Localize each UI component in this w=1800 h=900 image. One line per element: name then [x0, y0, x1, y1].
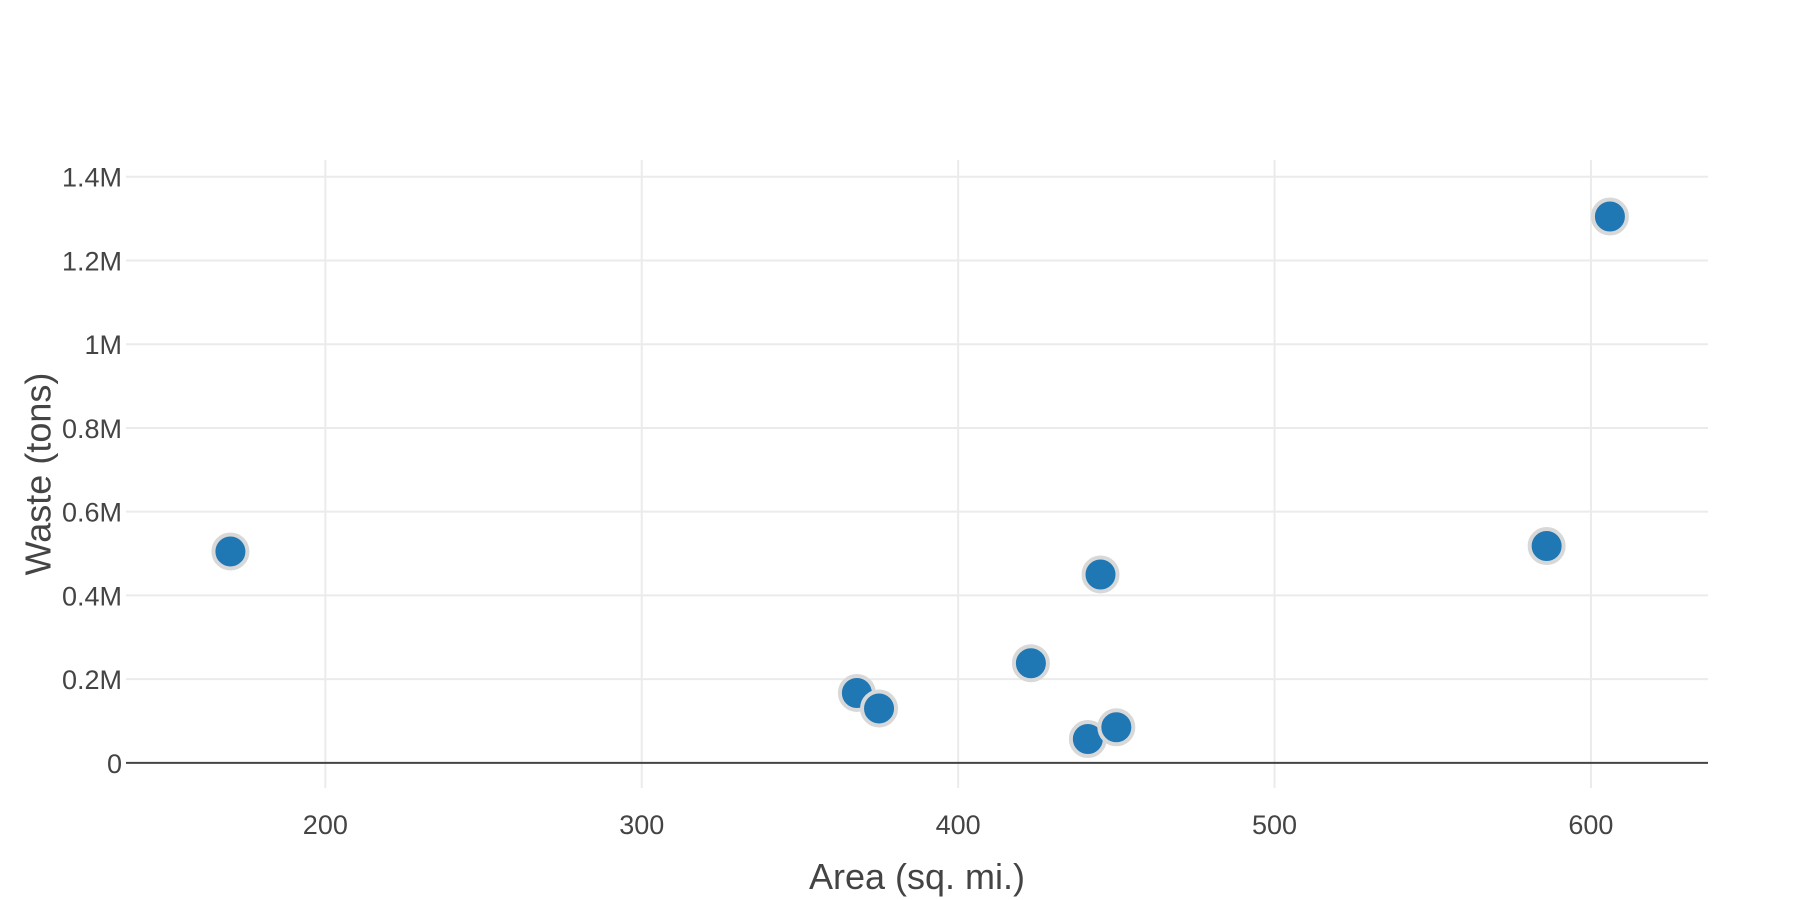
x-tick-label: 200	[303, 810, 348, 840]
y-tick-label: 0.8M	[62, 414, 122, 444]
scatter-point	[860, 689, 899, 728]
scatter-point	[1590, 197, 1629, 236]
scatter-points	[211, 197, 1629, 759]
scatter-point	[1097, 708, 1136, 747]
y-tick-label: 1.2M	[62, 246, 122, 276]
x-tick-label: 400	[936, 810, 981, 840]
y-gridlines	[126, 175, 1708, 681]
x-tick-label: 300	[619, 810, 664, 840]
scatter-point	[1527, 527, 1566, 566]
y-tick-label: 0.2M	[62, 665, 122, 695]
x-tick-label: 500	[1252, 810, 1297, 840]
y-tick-label: 0.4M	[62, 581, 122, 611]
y-tick-label: 1M	[84, 330, 122, 360]
y-axis-tick-labels: 0 0.2M 0.4M 0.6M 0.8M 1M 1.2M 1.4M	[62, 163, 122, 779]
x-axis-title: Area (sq. mi.)	[809, 856, 1025, 897]
x-axis-tick-labels: 200 300 400 500 600	[303, 810, 1614, 840]
scatter-point	[1081, 555, 1120, 594]
y-tick-label: 0	[107, 749, 122, 779]
scatter-point	[211, 532, 250, 571]
y-axis-title: Waste (tons)	[18, 373, 59, 576]
x-gridlines	[324, 160, 1592, 788]
scatter-point	[1011, 644, 1050, 683]
y-tick-label: 0.6M	[62, 498, 122, 528]
x-tick-label: 600	[1568, 810, 1613, 840]
y-tick-label: 1.4M	[62, 163, 122, 193]
